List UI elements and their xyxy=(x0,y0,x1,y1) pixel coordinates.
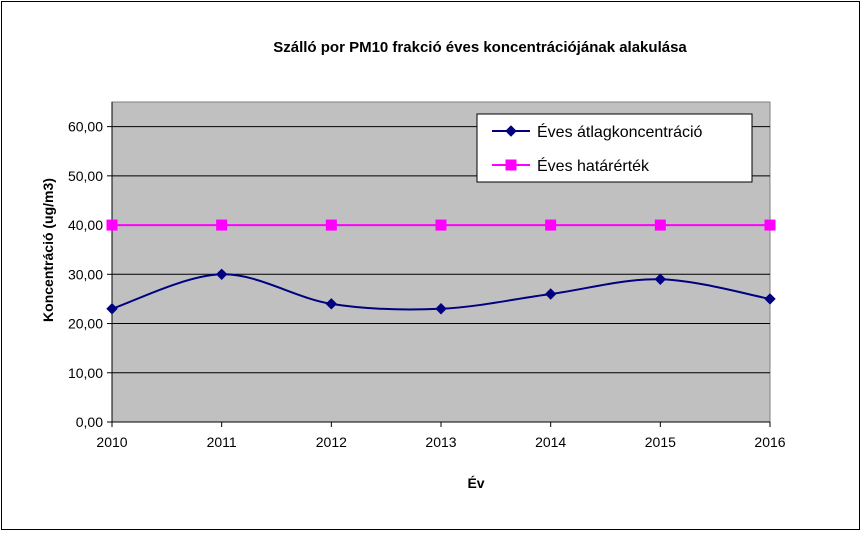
series-annual-limit xyxy=(106,219,776,231)
data-point xyxy=(654,273,667,285)
x-axis-title: Év xyxy=(467,475,484,491)
y-tick-label: 40,00 xyxy=(68,217,103,233)
y-tick-label: 60,00 xyxy=(68,119,103,135)
data-point xyxy=(435,303,447,315)
data-point xyxy=(764,219,776,231)
data-point xyxy=(106,219,118,231)
legend-label: Éves határérték xyxy=(537,156,650,175)
axes xyxy=(107,102,771,427)
legend-label: Éves átlagkoncentráció xyxy=(537,122,703,141)
y-tick-label: 20,00 xyxy=(68,316,103,332)
data-point xyxy=(654,219,666,231)
y-tick-label: 0,00 xyxy=(76,414,103,430)
y-tick-label: 10,00 xyxy=(68,365,103,381)
x-tick-label: 2016 xyxy=(754,434,785,450)
legend-entry: Éves átlagkoncentráció xyxy=(492,122,703,141)
data-point xyxy=(106,303,118,315)
data-point xyxy=(216,219,228,231)
legend: Éves átlagkoncentráció Éves határérték xyxy=(476,113,753,183)
data-point xyxy=(325,219,337,231)
legend-marker xyxy=(505,125,517,137)
x-tick-label: 2012 xyxy=(316,434,347,450)
data-point xyxy=(325,298,338,310)
data-point xyxy=(544,288,557,300)
data-point xyxy=(764,293,776,305)
tick-labels: 0,00 10,00 20,00 30,00 40,00 50,00 60,00 2010 20… xyxy=(68,119,786,450)
data-point xyxy=(545,219,557,231)
x-tick-label: 2013 xyxy=(425,434,456,450)
y-axis-title: Koncentráció (ug/m3) xyxy=(40,178,56,322)
data-point xyxy=(215,268,228,281)
legend-entry: Éves határérték xyxy=(492,156,650,175)
x-tick-label: 2015 xyxy=(645,434,676,450)
legend-marker xyxy=(505,159,517,171)
series xyxy=(106,219,776,315)
data-point xyxy=(435,219,447,231)
x-tick-label: 2014 xyxy=(535,434,566,450)
y-tick-label: 30,00 xyxy=(68,266,103,282)
legend-box xyxy=(476,113,753,183)
x-tick-label: 2011 xyxy=(207,434,237,450)
series-annual-average xyxy=(106,268,776,315)
x-tick-label: 2010 xyxy=(96,434,127,450)
y-tick-label: 50,00 xyxy=(68,168,103,184)
chart-title: Szálló por PM10 frakció éves koncentráci… xyxy=(273,39,687,56)
